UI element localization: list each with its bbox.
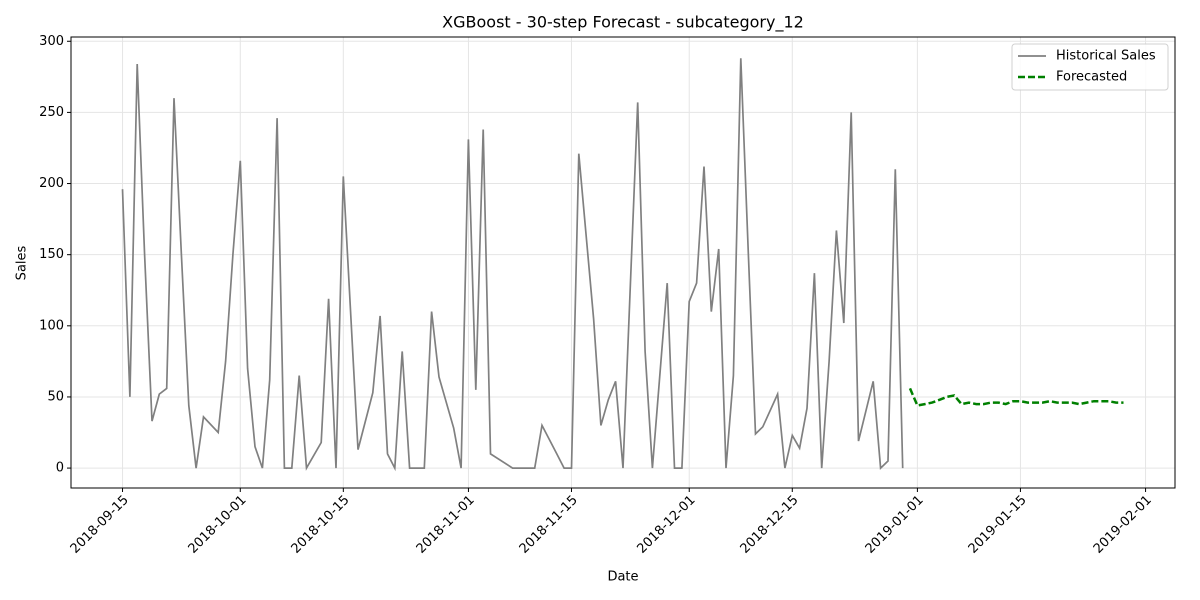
series-line	[908, 387, 1124, 407]
x-tick-label: 2018-09-15	[68, 493, 132, 557]
x-tick-label: 2018-11-01	[414, 493, 478, 557]
x-tick-label: 2018-10-15	[289, 493, 353, 557]
y-tick-label: 0	[56, 461, 64, 476]
x-tick-label: 2019-01-01	[863, 493, 927, 557]
x-tick-label: 2018-12-15	[738, 493, 802, 557]
y-axis-label: Sales	[15, 245, 30, 280]
y-tick-label: 200	[39, 176, 64, 191]
x-tick-label: 2019-02-01	[1091, 493, 1155, 557]
legend-box	[1011, 43, 1169, 91]
legend-label: Forecasted	[1056, 70, 1127, 85]
y-tick-label: 100	[39, 318, 64, 333]
y-tick-label: 50	[47, 389, 64, 404]
y-tick-label: 150	[39, 247, 64, 262]
x-axis-label: Date	[607, 570, 638, 585]
x-tick-label: 2019-01-15	[966, 493, 1030, 557]
series-line	[121, 58, 904, 472]
y-tick-label: 300	[39, 34, 64, 49]
y-tick-label: 250	[39, 105, 64, 120]
chart-title: XGBoost - 30-step Forecast - subcategory…	[442, 13, 804, 33]
x-tick-label: 2018-10-01	[186, 493, 250, 557]
legend-label: Historical Sales	[1056, 49, 1156, 64]
plot-frame	[70, 36, 1176, 489]
x-tick-label: 2018-11-15	[517, 493, 581, 557]
x-tick-label: 2018-12-01	[635, 493, 699, 557]
